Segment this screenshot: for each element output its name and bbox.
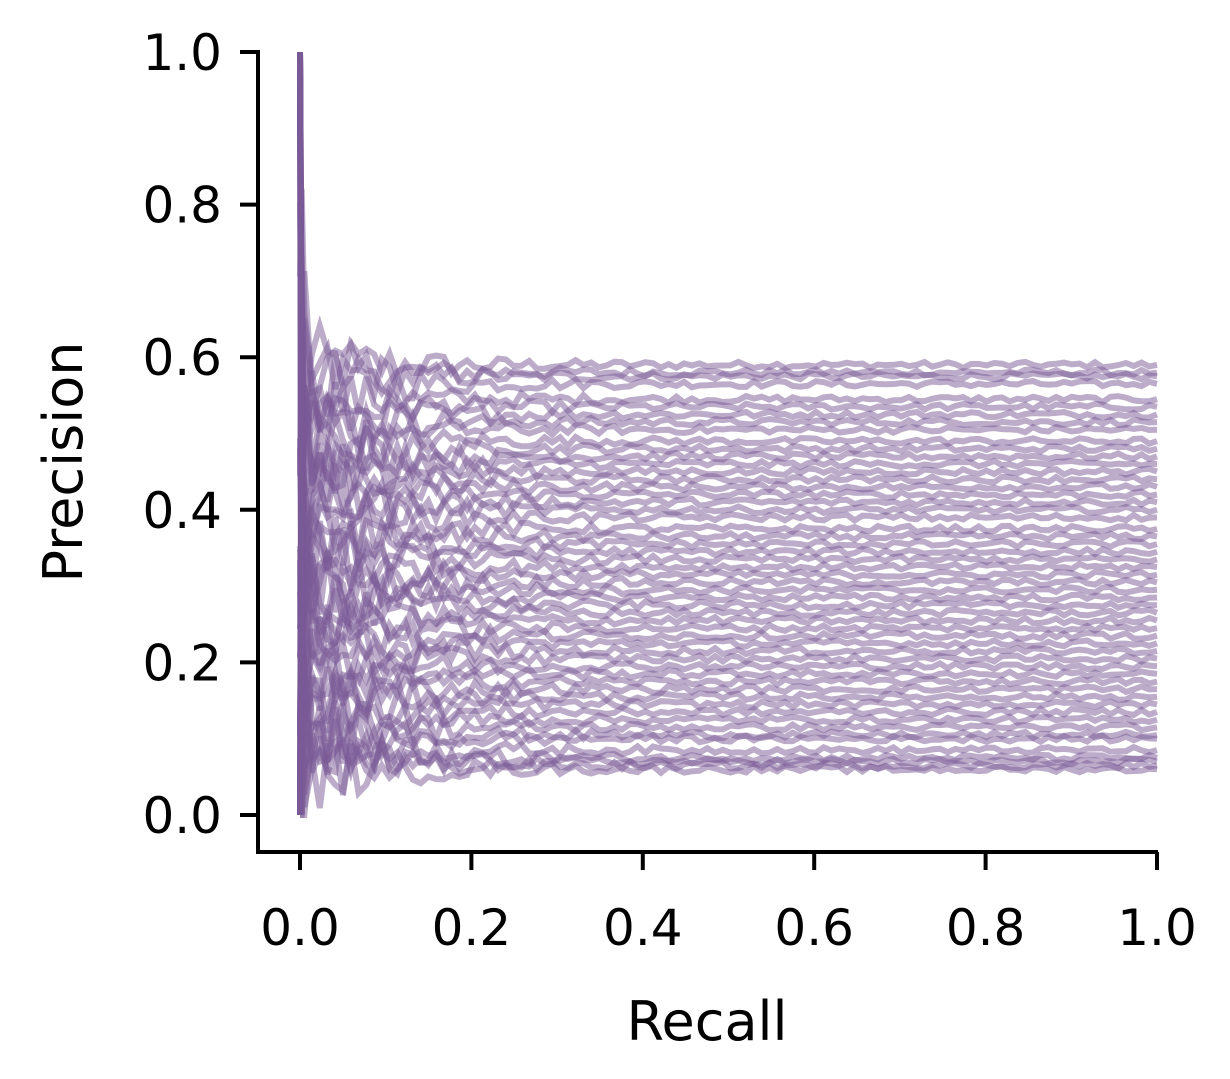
pr-curve [297,51,1158,617]
y-tick-label: 1.0 [142,24,222,82]
pr-curve [297,51,1158,410]
x-tick-label: 0.0 [260,899,340,957]
x-tick-label: 1.0 [1117,899,1197,957]
y-tick-label: 0.8 [142,177,222,235]
pr-curve [297,297,1158,816]
pr-curve [297,478,1158,816]
pr-curve [297,51,1158,697]
pr-curve [297,549,1158,816]
pr-curve [297,653,1158,809]
pr-curve [297,51,1158,816]
pr-curve [297,51,1158,689]
pr-curve [297,692,1158,816]
pr-curve [297,51,1158,776]
pr-curve [297,51,1158,517]
pr-curve [297,415,1158,816]
pr-curve [297,51,1158,782]
pr-curve [297,466,1158,816]
pr-curve [297,384,1158,816]
pr-curve [297,587,1158,736]
pr-curve [297,51,1158,539]
pr-curve [297,370,1158,816]
series-lines [297,51,1159,818]
pr-curve [297,202,1158,465]
x-tick-label: 0.4 [603,899,683,957]
pr-curve [297,476,1158,816]
pr-curve [297,515,1158,816]
pr-curve [297,51,1158,571]
x-tick-label: 0.6 [774,899,854,957]
pr-curve [297,433,1158,630]
pr-curve [297,589,1158,816]
pr-curve [300,718,1158,818]
pr-curve [297,51,1159,446]
x-tick-label: 0.2 [432,899,512,957]
y-axis-title: Precision [32,342,95,583]
y-tick-label: 0.4 [142,482,222,540]
pr-curve [297,51,1158,636]
pr-curve [298,626,1158,818]
x-tick-label: 0.8 [946,899,1026,957]
x-axis-title: Recall [626,990,787,1053]
pr-curve [297,51,1158,769]
y-tick-label: 0.2 [142,634,222,692]
y-tick-label: 0.6 [142,329,222,387]
y-tick-label: 0.0 [142,787,222,845]
axis-ticks: 0.0 0.2 0.4 0.6 0.8 1.0 0.0 0.2 0.4 0.6 0.8 1.0 [142,24,1196,957]
pr-curve [297,188,1158,406]
